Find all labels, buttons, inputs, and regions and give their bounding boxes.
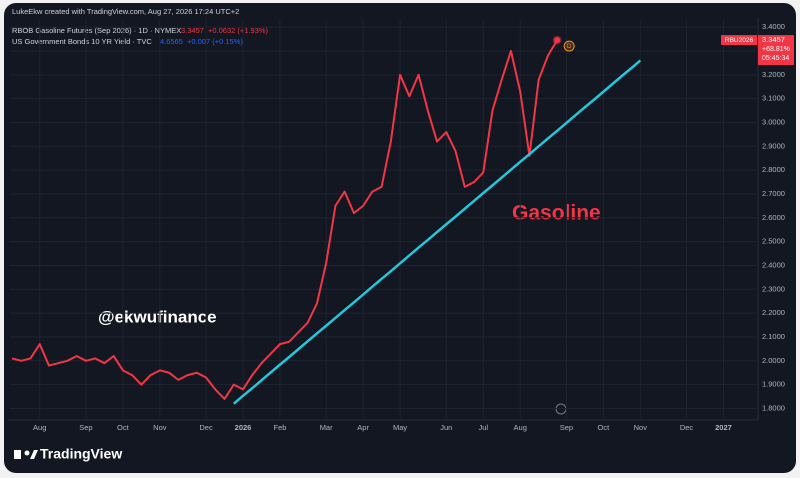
x-tick-label: 2027 xyxy=(715,423,732,432)
x-tick-label: Jul xyxy=(478,423,488,432)
trendline xyxy=(232,59,642,405)
x-tick-label: Feb xyxy=(273,423,286,432)
price-tag-change: +68.81% xyxy=(762,46,790,53)
logo xyxy=(14,450,38,459)
x-tick-label: Sep xyxy=(560,423,573,432)
x-tick-label: Aug xyxy=(514,423,527,432)
x-tick-label: May xyxy=(393,423,407,432)
legend-overlay-change: +0.007 (+0.15%) xyxy=(187,37,243,46)
x-tick-label: Dec xyxy=(680,423,694,432)
y-tick-label: 3.4000 xyxy=(762,22,785,31)
x-tick-label: Nov xyxy=(153,423,167,432)
y-tick-label: 1.8000 xyxy=(762,403,785,412)
legend-overlay: US Government Bonds 10 YR Yield · TVC xyxy=(12,37,152,46)
x-tick-label: Sep xyxy=(79,423,92,432)
annotation: Gasoline xyxy=(512,202,601,225)
price-tag-symbol-bg xyxy=(721,35,757,46)
legend-overlay-value: 4.6565 xyxy=(160,37,183,46)
header: LukeEkw created with TradingView.com, Au… xyxy=(12,7,239,16)
x-tick-label: 2026 xyxy=(235,423,252,432)
price-tag-countdown: 05:45:34 xyxy=(762,55,789,62)
y-tick-label: 2.8000 xyxy=(762,165,785,174)
y-tick-label: 3.2000 xyxy=(762,70,785,79)
price-tag-symbol: RBU2026 xyxy=(725,37,754,44)
x-tick-label: Apr xyxy=(357,423,369,432)
y-tick-label: 2.4000 xyxy=(762,260,785,269)
y-tick-label: 2.7000 xyxy=(762,189,785,198)
price-tag-bg xyxy=(758,35,794,66)
x-tick-label: Oct xyxy=(117,423,130,432)
badge xyxy=(563,40,575,52)
y-tick-label: 2.3000 xyxy=(762,284,785,293)
y-tick-label: 2.1000 xyxy=(762,332,785,341)
x-tick-label: Mar xyxy=(320,423,333,432)
legend-series: RBOB Gasoline Futures (Sep 2026) · 1D · … xyxy=(12,26,181,35)
legend-value: 3.3457 xyxy=(181,26,204,35)
y-tick-label: 2.6000 xyxy=(762,213,785,222)
x-tick-label: Aug xyxy=(33,423,46,432)
last-point xyxy=(552,35,562,45)
legend-change: +0.0632 (+1.93%) xyxy=(208,26,269,35)
brand: TradingView xyxy=(40,446,122,462)
annotation: @ekwufinance xyxy=(98,307,217,326)
price-tag-value: 3.3457 xyxy=(762,35,785,44)
badge-label: D xyxy=(567,44,572,50)
y-tick-label: 2.5000 xyxy=(762,237,785,246)
x-tick-label: Dec xyxy=(199,423,213,432)
y-tick-label: 3.0000 xyxy=(762,117,785,126)
x-tick-label: Oct xyxy=(598,423,611,432)
y-tick-label: 2.0000 xyxy=(762,356,785,365)
line xyxy=(11,39,559,400)
y-tick-label: 2.9000 xyxy=(762,141,785,150)
x-tick-label: Nov xyxy=(634,423,648,432)
y-tick-label: 3.1000 xyxy=(762,94,785,103)
y-tick-label: 2.2000 xyxy=(762,308,785,317)
y-tick-label: 1.9000 xyxy=(762,380,785,389)
x-tick-label: Jun xyxy=(440,423,452,432)
